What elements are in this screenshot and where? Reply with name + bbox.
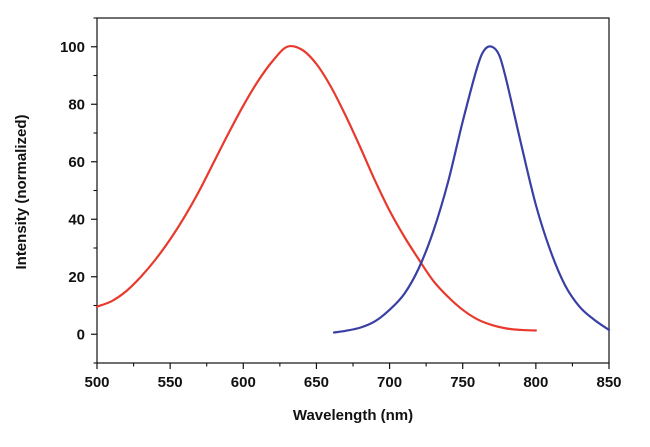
y-tick-label: 40 <box>68 211 85 228</box>
x-tick-label: 600 <box>231 374 256 391</box>
y-axis-title: Intensity (normalized) <box>13 114 30 269</box>
x-tick-label: 650 <box>304 374 329 391</box>
x-tick-label: 550 <box>158 374 183 391</box>
y-tick-label: 20 <box>68 269 85 286</box>
x-tick-label: 750 <box>450 374 475 391</box>
x-tick-label: 700 <box>377 374 402 391</box>
x-tick-label: 500 <box>84 374 109 391</box>
y-tick-label: 0 <box>77 326 85 343</box>
y-tick-label: 100 <box>60 39 85 56</box>
plot-area: 500 550 600 650 700 750 800 850 0 20 40 60 80 100 <box>60 17 622 391</box>
y-tick-label: 60 <box>68 154 85 171</box>
series-line-1 <box>95 44 537 332</box>
y-tick-label: 80 <box>68 96 85 113</box>
x-axis-title: Wavelength (nm) <box>293 407 413 424</box>
series-line-2 <box>332 45 611 334</box>
x-tick-label: 850 <box>596 374 621 391</box>
x-tick-label: 800 <box>523 374 548 391</box>
